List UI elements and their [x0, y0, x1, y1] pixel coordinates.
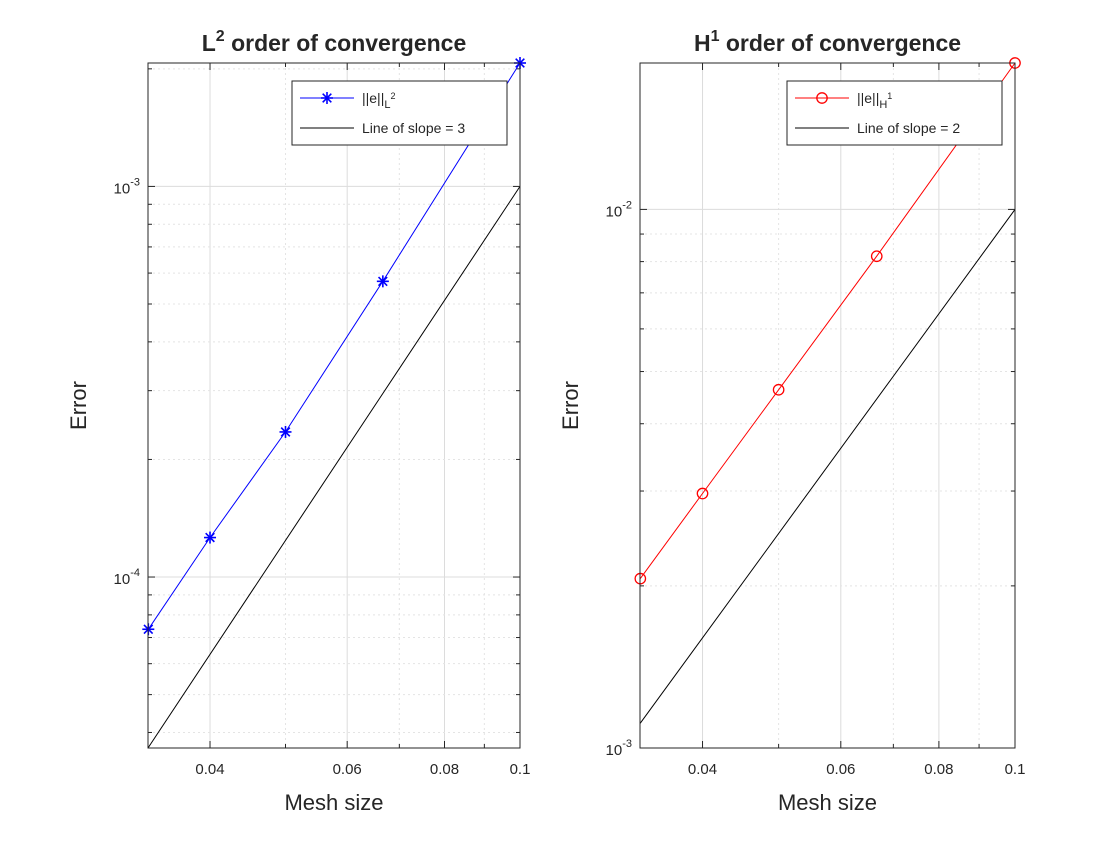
data-point	[696, 487, 709, 500]
x-axis-label: Mesh size	[284, 790, 383, 815]
legend-box	[291, 80, 508, 146]
x-tick-label: 0.04	[195, 761, 224, 778]
x-tick-label: 0.1	[510, 761, 531, 778]
x-tick-label: 0.08	[430, 761, 459, 778]
legend-entry: ||e||L2	[362, 90, 395, 111]
plot-panel-2: 0.04 0.06 0.08 0.1 10-3 10-2 H1 order of conve…	[558, 28, 1025, 815]
x-tick-label: 0.08	[924, 761, 953, 778]
legend-entry: ||e||H1	[857, 90, 892, 111]
x-tick-label: 0.06	[826, 761, 855, 778]
data-point	[772, 383, 785, 396]
legend-box	[786, 80, 1003, 146]
marker-stroke	[322, 93, 332, 103]
marker-stroke	[280, 427, 291, 437]
data-point	[870, 250, 883, 263]
legend-entry: Line of slope = 3	[362, 120, 465, 136]
y-tick-label: 10-3	[114, 176, 140, 197]
chart-title: L2 order of convergence	[202, 28, 467, 56]
legend-marker	[816, 92, 828, 104]
legend-marker	[321, 92, 333, 104]
reference-line	[147, 186, 521, 749]
x-tick-label: 0.04	[688, 761, 717, 778]
marker-stroke	[205, 532, 215, 543]
legend: ||e||H1 Line of slope = 2	[786, 80, 1003, 146]
chart-title: H1 order of convergence	[694, 28, 961, 56]
data-point	[279, 425, 292, 438]
y-axis-label: Error	[558, 381, 583, 430]
plot-area	[640, 63, 1015, 748]
plot-area	[148, 63, 520, 748]
y-tick-label: 10-4	[114, 567, 140, 588]
x-axis-label: Mesh size	[778, 790, 877, 815]
reference-line	[639, 209, 1016, 724]
x-tick-label: 0.1	[1005, 761, 1026, 778]
axes-box	[147, 62, 521, 749]
axes-box	[639, 62, 1016, 749]
legend: ||e||L2 Line of slope = 3	[291, 80, 508, 146]
y-tick-label: 10-3	[606, 738, 632, 759]
legend-entry: Line of slope = 2	[857, 120, 960, 136]
marker-stroke	[377, 276, 388, 287]
y-tick-label: 10-2	[606, 199, 632, 220]
x-tick-label: 0.06	[333, 761, 362, 778]
plot-panel-1: 0.04 0.06 0.08 0.1 10-4 10-3 L2 order of conve…	[66, 28, 530, 815]
y-axis-label: Error	[66, 381, 91, 430]
data-point	[204, 531, 217, 544]
error-series-line	[639, 62, 1016, 579]
data-point	[376, 275, 389, 288]
